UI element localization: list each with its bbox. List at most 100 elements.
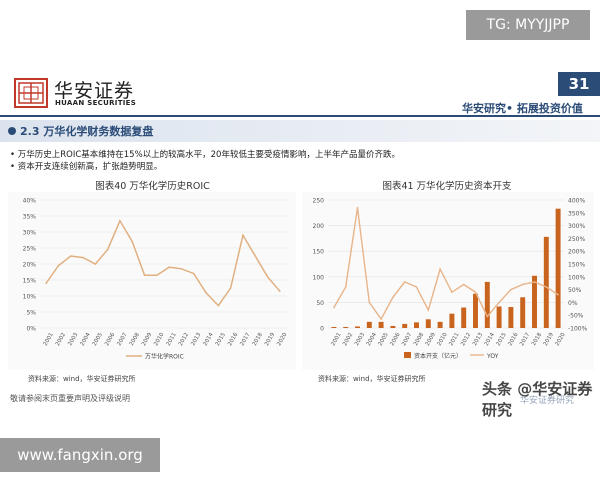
left-chart-area [8, 192, 296, 370]
left-series-line [45, 219, 281, 307]
left-ytick-label: 0% [26, 326, 36, 333]
left-xtick-label: 2019 [264, 332, 276, 348]
url-watermark: www.fangxin.org [0, 438, 160, 472]
right-y2tick-label: 150% [568, 262, 585, 269]
left-data-point [229, 287, 232, 289]
right-yoy-line [333, 207, 559, 321]
left-data-point [168, 266, 170, 268]
right-ytick-label: 0 [320, 326, 324, 333]
right-bar [378, 321, 384, 328]
right-bar [484, 281, 490, 328]
left-data-point [266, 276, 269, 278]
section-bullet-icon [8, 127, 16, 135]
right-xtick-label: 2009 [425, 332, 437, 348]
right-yoy-point [533, 281, 536, 283]
right-legend-bar-swatch [404, 352, 411, 358]
left-ytick-label: 15% [23, 278, 37, 285]
right-bar [508, 307, 514, 328]
right-yoy-point [333, 306, 335, 309]
left-data-point [242, 234, 244, 236]
left-xtick-label: 2018 [252, 332, 264, 348]
right-yoy-point [510, 288, 512, 291]
right-ytick-label: 150 [313, 249, 325, 256]
left-ytick-label: 5% [26, 310, 36, 317]
right-y2tick-label: 50% [568, 287, 582, 294]
right-bar [473, 293, 478, 328]
right-legend-line-label: YOY [486, 353, 499, 360]
right-xtick-label: 2011 [448, 332, 460, 347]
left-data-point [57, 264, 60, 267]
right-yoy-point [368, 301, 371, 304]
right-ytick-label: 100 [313, 274, 325, 281]
right-yoy-point [486, 315, 489, 318]
right-ytick-label: 50 [316, 300, 324, 307]
right-y2tick-label: 200% [568, 249, 585, 256]
right-xtick-label: 2019 [543, 332, 555, 348]
left-data-point [156, 274, 158, 276]
left-data-point [45, 282, 47, 284]
right-y2tick-label: 250% [568, 236, 585, 243]
right-yoy-point [474, 291, 477, 293]
right-xtick-label: 2004 [366, 332, 378, 348]
right-xtick-label: 2002 [342, 332, 354, 347]
right-bar [343, 326, 349, 328]
left-xtick-label: 2004 [80, 332, 92, 348]
right-y2tick-label: 300% [568, 223, 585, 230]
right-yoy-point [415, 286, 418, 288]
right-yoy-point [545, 286, 548, 288]
left-xtick-label: 2010 [153, 332, 165, 348]
right-bar [449, 313, 455, 328]
right-yoy-point [498, 301, 500, 304]
right-xtick-label: 2001 [330, 332, 342, 347]
right-ytick-label: 200 [313, 223, 325, 230]
left-xtick-label: 2011 [166, 332, 178, 347]
right-bar [520, 297, 526, 328]
right-xtick-label: 2017 [519, 332, 531, 348]
left-data-point [106, 248, 109, 251]
left-data-point [94, 263, 97, 265]
right-yoy-point [344, 286, 347, 288]
left-ytick-label: 35% [23, 214, 37, 221]
right-y2tick-label: 350% [568, 210, 585, 217]
logo-text-cn: 华安证券 [54, 80, 135, 102]
right-xtick-label: 2007 [401, 332, 413, 348]
left-xtick-label: 2002 [55, 332, 67, 347]
right-yoy-point [380, 318, 382, 320]
left-data-point [279, 290, 281, 292]
left-data-point [119, 220, 121, 222]
telegram-watermark: TG: MYYJJPP [466, 10, 590, 40]
right-chart-title: 图表41 万华化学历史资本开支 [382, 181, 512, 192]
right-bar [532, 275, 537, 328]
right-bar [555, 208, 561, 328]
section-title: 2.3 万华化学财务数据复盘 [20, 125, 154, 138]
left-xtick-label: 2009 [141, 332, 153, 348]
left-ytick-label: 25% [23, 246, 37, 253]
left-chart-svg: 0%5%10%15%20%25%30%35%40%2001 2002 2003 200… [23, 198, 289, 361]
right-y2tick-label: 100% [568, 274, 585, 281]
toutiao-watermark: 头条 @华安证券研究 [482, 380, 593, 419]
logo-seal-icon [18, 82, 44, 104]
logo-icon [14, 78, 48, 108]
left-xtick-label: 2006 [104, 332, 116, 348]
right-chart-source: 资料来源：wind，华安证券研究所 [318, 375, 426, 383]
left-ytick-label: 20% [23, 262, 37, 269]
right-xtick-label: 2016 [507, 332, 519, 348]
left-xtick-label: 2008 [129, 332, 141, 348]
right-y2tick-label: 400% [568, 198, 585, 205]
right-yoy-point [403, 281, 406, 283]
left-xtick-label: 2014 [203, 332, 215, 348]
left-xtick-label: 2005 [92, 332, 104, 348]
left-ytick-label: 40% [23, 198, 37, 205]
right-xtick-label: 2008 [413, 332, 425, 348]
right-xtick-label: 2006 [389, 332, 401, 348]
left-data-point [69, 255, 72, 257]
right-bar [331, 326, 337, 328]
left-data-point [82, 256, 84, 259]
right-yoy-point [439, 268, 441, 270]
footer-disclaimer: 敬请参阅末页重要声明及评级说明 [10, 394, 130, 403]
right-bar [390, 325, 396, 328]
right-bar [461, 307, 467, 328]
right-y2tick-label: -100% [568, 326, 588, 333]
right-bar [366, 321, 372, 328]
section-bar [0, 120, 600, 142]
